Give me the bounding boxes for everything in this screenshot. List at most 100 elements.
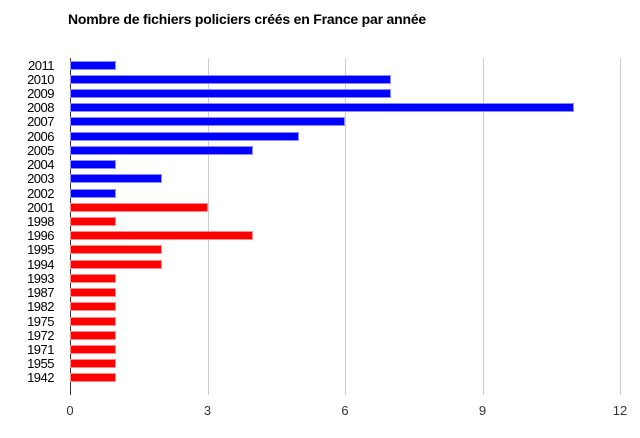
year-label: 1995 — [27, 242, 54, 258]
bar-row: 1987 — [0, 286, 620, 300]
bar-row: 1942 — [0, 371, 620, 385]
bar-row: 2007 — [0, 115, 620, 129]
gridline — [620, 58, 621, 395]
year-label: 2011 — [28, 57, 54, 73]
bar-row: 2008 — [0, 101, 620, 115]
year-label: 2006 — [27, 128, 54, 144]
bar-row: 1996 — [0, 229, 620, 243]
bar-track — [70, 259, 620, 269]
bar — [70, 288, 116, 298]
bar-track — [70, 217, 620, 227]
bar — [70, 60, 116, 70]
year-label: 1993 — [27, 270, 54, 286]
bar-track — [70, 145, 620, 155]
bar-track — [70, 131, 620, 141]
year-label: 2001 — [27, 199, 54, 215]
bar — [70, 231, 254, 241]
bar — [70, 117, 345, 127]
bar-row: 1994 — [0, 257, 620, 271]
bar — [70, 188, 116, 198]
bar-track — [70, 117, 620, 127]
year-label: 1982 — [27, 299, 54, 315]
x-axis: 0 3 6 9 12 — [0, 403, 640, 419]
bar-track — [70, 231, 620, 241]
bar — [70, 145, 254, 155]
bar-row: 1993 — [0, 271, 620, 285]
bar-row: 1955 — [0, 357, 620, 371]
bar-track — [70, 174, 620, 184]
bar-row: 1971 — [0, 342, 620, 356]
bar — [70, 344, 116, 354]
year-label: 1998 — [27, 214, 54, 230]
bar-track — [70, 74, 620, 84]
bar — [70, 259, 162, 269]
gridline — [482, 58, 484, 395]
year-label: 2004 — [27, 157, 54, 173]
year-label: 1942 — [27, 370, 54, 386]
year-label: 1994 — [27, 256, 54, 272]
bar — [70, 174, 162, 184]
bar-row: 2010 — [0, 72, 620, 86]
bar-row: 2006 — [0, 129, 620, 143]
bar-track — [70, 330, 620, 340]
bar-row: 2001 — [0, 200, 620, 214]
bar-row: 2011 — [0, 58, 620, 72]
bar-row: 2003 — [0, 172, 620, 186]
plot-area: 2011 2010 2009 2008 2007 2006 2005 2004 2003 2002… — [0, 58, 640, 395]
x-tick-label: 3 — [203, 403, 212, 418]
bar-row: 1972 — [0, 328, 620, 342]
year-label: 1987 — [27, 285, 54, 301]
bar-track — [70, 359, 620, 369]
bar — [70, 74, 391, 84]
bar — [70, 202, 208, 212]
year-label: 2005 — [27, 142, 54, 158]
bar-track — [70, 160, 620, 170]
bar-row: 2009 — [0, 86, 620, 100]
bar — [70, 245, 162, 255]
year-label: 1972 — [27, 327, 54, 343]
bar-track — [70, 60, 620, 70]
gridline — [345, 58, 346, 395]
bar-row: 1995 — [0, 243, 620, 257]
year-label: 2010 — [27, 71, 54, 87]
bar — [70, 316, 116, 326]
year-label: 2008 — [27, 100, 54, 116]
bar-row: 2005 — [0, 143, 620, 157]
year-label: 1971 — [27, 341, 54, 357]
bar — [70, 302, 116, 312]
chart-title: Nombre de fichiers policiers créés en Fr… — [68, 11, 427, 27]
bar-track — [70, 188, 620, 198]
bar — [70, 89, 391, 99]
bar — [70, 273, 116, 283]
bar-row: 2004 — [0, 158, 620, 172]
bar-track — [70, 273, 620, 283]
bar — [70, 103, 575, 113]
x-tick-label: 6 — [341, 403, 349, 418]
x-tick-label: 12 — [612, 403, 628, 418]
y-axis-line — [70, 58, 71, 395]
bar — [70, 359, 116, 369]
year-label: 1955 — [27, 356, 54, 372]
bar-track — [70, 202, 620, 212]
bar-row: 1982 — [0, 300, 620, 314]
bar-track — [70, 373, 620, 383]
year-label: 2003 — [27, 171, 54, 187]
bar — [70, 131, 300, 141]
bar — [70, 373, 116, 383]
year-label: 1996 — [27, 228, 54, 244]
bar — [70, 217, 116, 227]
bar-row: 2002 — [0, 186, 620, 200]
bar-track — [70, 288, 620, 298]
bar-track — [70, 89, 620, 99]
bar-track — [70, 302, 620, 312]
gridline — [207, 58, 209, 395]
x-tick-label: 9 — [478, 403, 487, 418]
rows: 2011 2010 2009 2008 2007 2006 2005 2004 2003 2002… — [0, 58, 620, 385]
bar-track — [70, 344, 620, 354]
bar-track — [70, 103, 620, 113]
bar-row: 1975 — [0, 314, 620, 328]
bar — [70, 330, 116, 340]
bar — [70, 160, 116, 170]
year-label: 1975 — [27, 313, 54, 329]
